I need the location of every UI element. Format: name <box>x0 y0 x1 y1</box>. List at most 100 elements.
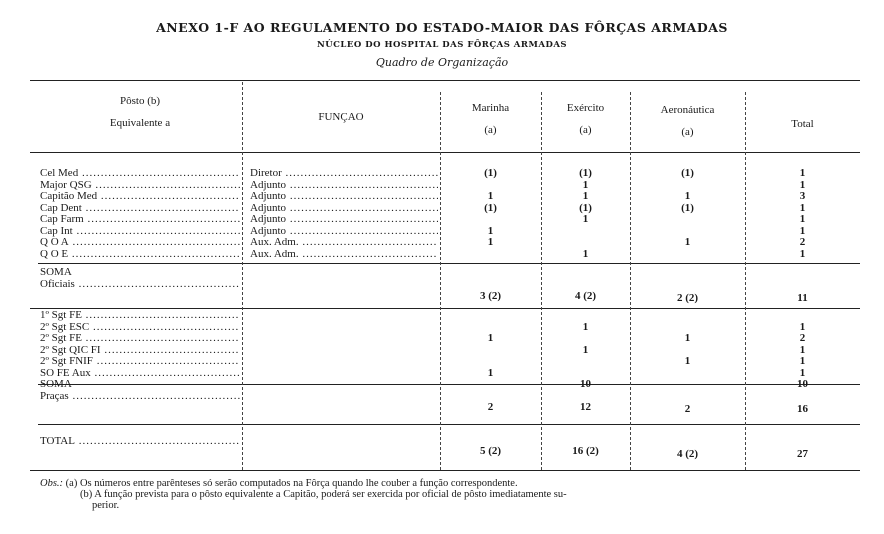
officers-marinha-cell: 1 <box>487 237 494 248</box>
officers-funcao-cell: Adjunto <box>250 180 438 192</box>
pracas-funcao-cell <box>250 322 438 334</box>
officers-aeronautica-cell: 1 <box>684 237 691 248</box>
pracas-marinha-cell: 1 <box>487 333 494 344</box>
pracas-exercito-cell <box>541 368 630 380</box>
officers-exercito-cell: 1 <box>582 248 589 260</box>
pracas-total-cell <box>745 310 860 322</box>
pracas-exercito-cell <box>541 356 630 368</box>
total-total: 27 <box>797 448 808 460</box>
pracas-funcao-cell <box>250 379 438 391</box>
oficiais-label: Oficiais <box>40 279 240 291</box>
rule-total <box>30 470 860 471</box>
officers-funcao-cell: Adjunto <box>250 191 438 203</box>
pracas-marinha-cell <box>440 379 541 391</box>
header-marinha-note: (a) <box>484 124 497 136</box>
soma-oficiais-label: SOMA Oficiais <box>40 267 240 290</box>
officers-marinha-cell: (1) <box>484 168 497 179</box>
soma-oficiais-total: 11 <box>797 292 808 304</box>
header-posto-line2: Equivalente a <box>109 117 171 129</box>
pracas-funcao-cell <box>250 310 438 322</box>
pracas-total-cell: 1 <box>799 356 806 367</box>
pracas-exercito-cell: 10 <box>580 379 591 390</box>
pracas-posto-cell <box>40 379 240 391</box>
rule-top <box>30 80 860 81</box>
officers-aeronautica-cell: (1) <box>681 202 694 214</box>
officers-exercito-cell: 1 <box>582 191 589 202</box>
pracas-exercito-cell <box>541 333 630 345</box>
officers-total-cell: 1 <box>799 168 806 179</box>
soma-pracas-aeronautica: 2 <box>684 403 691 415</box>
rule-col-marinha <box>440 92 441 470</box>
observations: Obs.: (a) Os números entre parênteses só… <box>40 478 567 511</box>
rule-col-funcao <box>242 82 243 470</box>
obs-note-a: (a) Os números entre parênteses só serão… <box>65 478 518 489</box>
pracas-funcao-cell <box>250 368 438 380</box>
pracas-posto-cell: 2º Sgt ESC <box>40 322 240 334</box>
officers-aeronautica-cell <box>630 180 745 192</box>
pracas-total-cell: 1 <box>799 344 806 356</box>
pracas-posto-cell: 1º Sgt FE <box>40 310 240 322</box>
officers-funcao-cell: Diretor <box>250 168 438 180</box>
pracas-funcao-cell <box>250 345 438 357</box>
header-funcao: FUNÇAO <box>318 111 364 123</box>
header-aeronautica-label: Aeronáutica <box>660 104 715 116</box>
header-aeronautica: Aeronáutica (a) <box>630 104 745 138</box>
soma-pracas-marinha: 2 <box>487 401 494 413</box>
pracas-total-column: 1 2 1 1 1 10 <box>745 310 860 391</box>
pracas-label: Praças <box>40 391 240 403</box>
header-exercito-note: (a) <box>579 124 592 136</box>
soma-label: SOMA <box>40 379 72 390</box>
officers-posto-cell: Cel Med <box>40 168 240 180</box>
soma-oficiais-exercito: 4 (2) <box>574 290 597 302</box>
total-exercito: 16 (2) <box>572 445 599 457</box>
officers-total-cell: 1 <box>799 214 806 225</box>
officers-total-cell: 1 <box>799 202 806 214</box>
officers-funcao-column: DiretorAdjuntoAdjuntoAdjuntoAdjuntoAdjun… <box>250 168 438 260</box>
officers-exercito-cell: 1 <box>582 214 589 225</box>
header-marinha-label: Marinha <box>471 102 510 114</box>
officers-exercito-cell <box>541 226 630 238</box>
pracas-marinha-cell <box>440 310 541 322</box>
soma-label: SOMA <box>40 267 72 278</box>
officers-aeronautica-column: (1) 1 (1) 1 <box>630 168 745 260</box>
pracas-aeronautica-cell <box>630 345 745 357</box>
pracas-exercito-cell: 1 <box>582 344 589 356</box>
pracas-marinha-cell <box>440 322 541 334</box>
rule-col-total <box>745 92 746 470</box>
officers-total-cell: 2 <box>799 237 806 248</box>
pracas-aeronautica-cell: 1 <box>684 333 691 344</box>
officers-marinha-cell <box>440 214 541 226</box>
pracas-total-cell: 1 <box>799 367 806 379</box>
officers-exercito-cell: (1) <box>579 202 592 214</box>
officers-marinha-cell: 1 <box>487 225 494 237</box>
soma-oficiais-aeronautica: 2 (2) <box>676 292 699 304</box>
officers-funcao-cell: Aux. Adm. <box>250 249 438 261</box>
header-aeronautica-note: (a) <box>681 126 694 138</box>
pracas-marinha-cell: 1 <box>487 367 494 379</box>
obs-prefix: Obs.: <box>40 478 64 489</box>
officers-funcao-cell: Aux. Adm. <box>250 237 438 249</box>
officers-marinha-cell <box>440 180 541 192</box>
officers-posto-cell: Q O E <box>40 249 240 261</box>
officers-exercito-cell: (1) <box>579 168 592 179</box>
rule-pracas <box>38 384 860 385</box>
officers-aeronautica-cell <box>630 249 745 261</box>
officers-aeronautica-cell <box>630 214 745 226</box>
rule-officers <box>38 263 860 264</box>
header-exercito-label: Exército <box>566 102 605 114</box>
soma-pracas-total: 16 <box>797 403 808 415</box>
pracas-marinha-cell <box>440 356 541 368</box>
document-title: ANEXO 1-F AO REGULAMENTO DO ESTADO-MAIOR… <box>156 20 728 35</box>
officers-total-cell: 1 <box>799 179 806 191</box>
pracas-total-cell: 2 <box>799 333 806 344</box>
pracas-aeronautica-cell <box>630 368 745 380</box>
rule-col-exercito <box>541 92 542 470</box>
officers-posto-cell: Cap Farm <box>40 214 240 226</box>
rule-col-aeronautica <box>630 92 631 470</box>
pracas-funcao-cell <box>250 356 438 368</box>
officers-posto-cell: Cap Int <box>40 226 240 238</box>
pracas-exercito-cell: 1 <box>582 321 589 333</box>
pracas-aeronautica-cell <box>630 310 745 322</box>
